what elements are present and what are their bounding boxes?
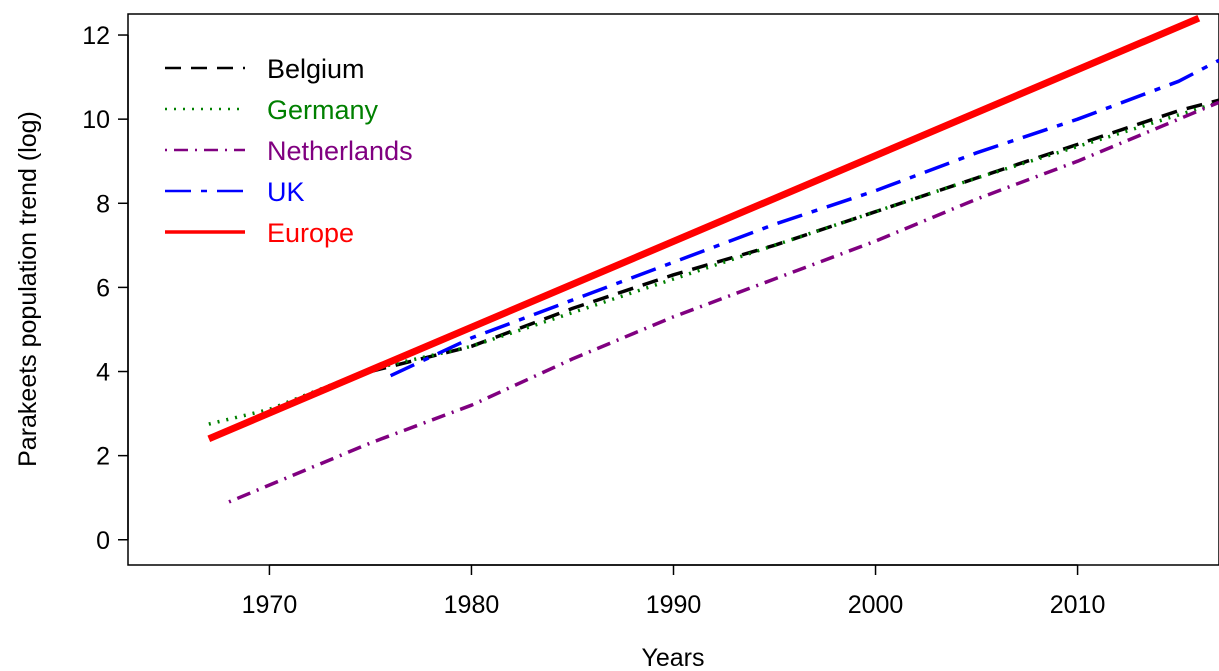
y-tick-label: 2 [96,443,110,471]
legend-label-netherlands: Netherlands [267,136,413,166]
legend: Belgium Germany Netherlands UK Europe [165,54,413,248]
legend-label-uk: UK [267,177,305,207]
x-tick-label: 2010 [1050,591,1106,619]
plot-area [209,18,1219,502]
y-tick-label: 10 [82,106,110,134]
x-axis-label: Years [641,644,704,671]
x-tick-label: 1990 [646,591,702,619]
legend-label-europe: Europe [267,218,354,248]
y-axis-label: Parakeets population trend (log) [14,111,42,467]
y-tick-label: 8 [96,190,110,218]
x-tick-label: 2000 [848,591,904,619]
series-line-uk [391,60,1219,375]
y-tick-label: 0 [96,527,110,555]
x-tick-label: 1980 [444,591,500,619]
x-tick-label: 1970 [242,591,298,619]
y-tick-label: 4 [96,359,110,387]
legend-label-belgium: Belgium [267,54,365,84]
y-tick-label: 12 [82,22,110,50]
x-axis: 1970 1980 1990 2000 2010 [242,565,1106,619]
y-tick-label: 6 [96,274,110,302]
y-axis: 0 2 4 6 8 10 12 [82,22,128,555]
legend-label-germany: Germany [267,95,379,125]
